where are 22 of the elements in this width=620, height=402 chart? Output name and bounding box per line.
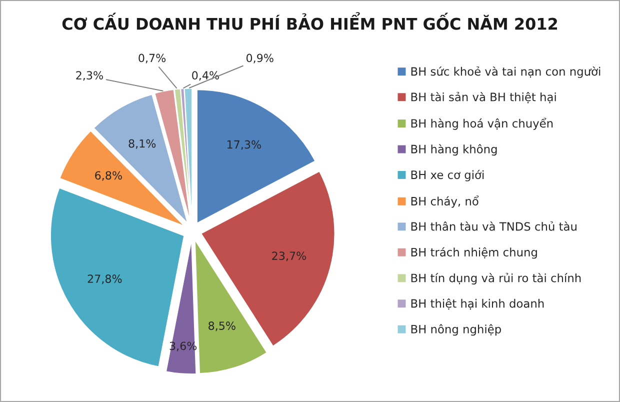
data-label: 8,1%: [128, 139, 156, 149]
legend-label: BH thân tàu và TNDS chủ tàu: [411, 221, 576, 231]
legend-label: BH xe cơ giới: [411, 170, 484, 182]
data-label: 17,3%: [227, 140, 261, 150]
legend-label: BH hàng hoá vận chuyển: [411, 118, 553, 130]
legend-label: BH tài sản và BH thiệt hại: [411, 92, 556, 104]
data-label: 8,5%: [208, 322, 236, 332]
data-label: 27,8%: [88, 274, 122, 284]
legend-label: BH thiệt hại kinh doanh: [411, 298, 544, 310]
legend-label: BH sức khoẻ và tai nạn con người: [411, 66, 600, 78]
data-label: 0,9%: [246, 54, 274, 64]
data-label: 6,8%: [95, 171, 122, 181]
data-label: 2,3%: [76, 71, 103, 81]
legend-label: BH trách nhiệm chung: [411, 247, 537, 259]
legend-label: BH nông nghiệp: [411, 324, 501, 336]
legend-label: BH tín dụng và rủi ro tài chính: [411, 272, 581, 285]
data-label: 0,4%: [192, 71, 219, 81]
legend-label: BH hàng không: [411, 144, 497, 156]
data-label: 23,7%: [272, 252, 306, 262]
data-label: 0,7%: [138, 54, 166, 64]
chart-title: CƠ CẤU DOANH THU PHÍ BẢO HIỂM PNT GỐC NĂM 2012: [62, 12, 557, 30]
legend-label: BH cháy, nổ: [411, 196, 479, 208]
